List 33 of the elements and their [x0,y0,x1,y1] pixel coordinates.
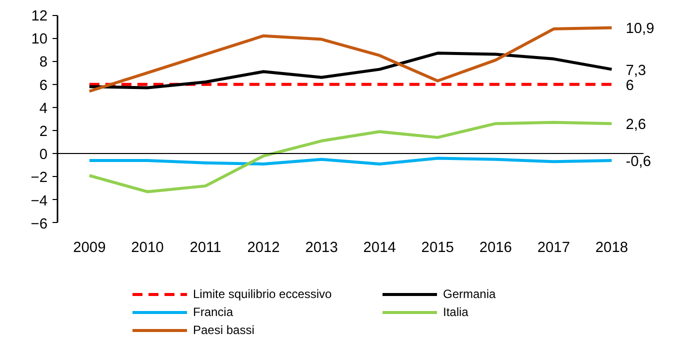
x-tick-label: 2018 [595,240,628,256]
y-tick-label: 4 [39,100,48,117]
line-series [88,52,614,90]
legend-label: Italia [443,305,470,319]
x-tick-label: 2016 [479,240,512,256]
y-tick-label: −4 [30,193,48,210]
y-tick-label: 2 [39,124,48,140]
x-tick-label: 2014 [363,240,396,256]
x-tick-label: 2010 [131,240,164,256]
x-tick-label: 2012 [247,240,280,256]
y-tick-label: −2 [30,170,48,186]
annotation: -0,6 [626,154,651,170]
legend-label: Francia [193,305,234,319]
x-tick-label: 2015 [421,240,454,256]
y-tick-label: 8 [39,54,48,71]
y-tick-label: 10 [31,32,48,48]
y-tick-label: −6 [30,216,48,232]
x-tick-label: 2011 [190,240,222,256]
y-tick-label: 6 [39,78,48,94]
x-tick-label: 2017 [537,240,570,256]
line-series [88,26,614,93]
legend-label: Limite squilibrio eccessivo [193,287,333,301]
annotation: 10,9 [626,21,654,38]
y-tick-label: 12 [31,8,48,25]
legend-label: Germania [443,287,497,301]
x-tick-label: 2013 [305,240,338,256]
line-series [88,120,614,194]
y-tick-label: 0 [39,147,48,164]
annotation: 6 [626,78,634,94]
annotation: 7,3 [626,62,646,79]
annotation: 2,6 [626,117,646,134]
x-tick-label: 2009 [73,240,106,256]
legend-label: Paesi bassi [193,323,256,337]
